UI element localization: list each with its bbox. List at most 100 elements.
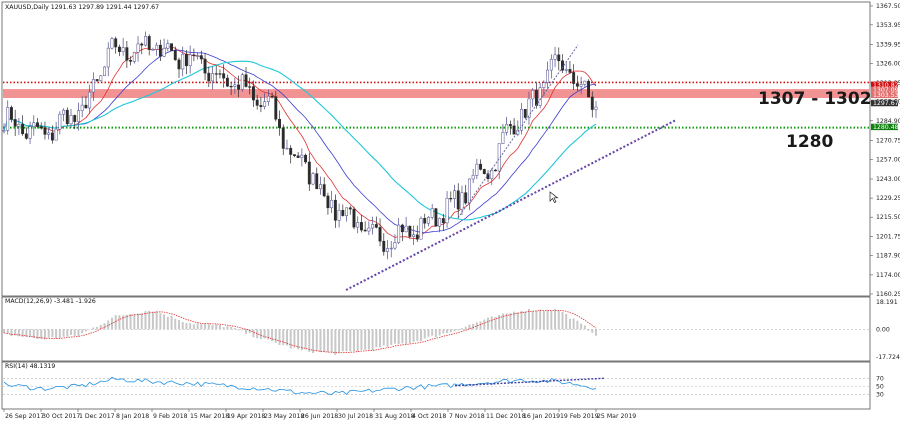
candle-body bbox=[222, 73, 226, 79]
candle-body bbox=[95, 79, 99, 81]
candle-body bbox=[356, 222, 360, 228]
candle-body bbox=[47, 132, 51, 135]
macd-histogram-bar bbox=[326, 329, 329, 353]
macd-histogram-bar bbox=[14, 329, 17, 336]
macd-histogram-bar bbox=[170, 315, 173, 330]
candle-body bbox=[88, 91, 92, 109]
macd-histogram-bar bbox=[21, 329, 24, 338]
macd-tick-label: 18.191 bbox=[876, 299, 898, 306]
candle-body bbox=[319, 184, 322, 190]
macd-histogram-bar bbox=[468, 324, 471, 330]
candle-body bbox=[322, 184, 326, 197]
candle-body bbox=[199, 55, 203, 60]
candle-body bbox=[270, 95, 274, 98]
candle-body bbox=[103, 66, 106, 77]
macd-histogram-bar bbox=[479, 321, 482, 330]
macd-histogram-bar bbox=[215, 324, 218, 330]
candle-body bbox=[501, 132, 505, 144]
macd-histogram-bar bbox=[319, 329, 322, 353]
candle-body bbox=[415, 234, 419, 240]
macd-histogram-bar bbox=[583, 325, 586, 330]
candle-body bbox=[263, 101, 267, 107]
macd-histogram-bar bbox=[531, 311, 534, 330]
candle-body bbox=[203, 58, 207, 74]
price-tick-label: 1270.75 bbox=[876, 137, 900, 144]
candle-body bbox=[453, 190, 456, 199]
macd-histogram-bar bbox=[81, 329, 84, 334]
candle-body bbox=[471, 175, 475, 180]
candle-body bbox=[285, 147, 289, 150]
macd-histogram-bar bbox=[66, 329, 69, 337]
macd-histogram-bar bbox=[233, 327, 236, 330]
candle-body bbox=[564, 69, 568, 71]
macd-indicator bbox=[3, 308, 869, 355]
macd-histogram-bar bbox=[259, 329, 262, 339]
candle-body bbox=[330, 199, 334, 209]
candle-body bbox=[255, 99, 259, 106]
price-tick-label: 1187.90 bbox=[876, 253, 900, 260]
macd-histogram-bar bbox=[442, 329, 445, 334]
macd-histogram-bar bbox=[568, 318, 571, 330]
macd-histogram-bar bbox=[285, 329, 288, 346]
candle-body bbox=[315, 173, 319, 190]
macd-histogram-bar bbox=[17, 329, 20, 337]
candle-body bbox=[300, 154, 304, 158]
macd-histogram-bar bbox=[222, 327, 225, 330]
macd-histogram-bar bbox=[401, 329, 404, 344]
support-level-label: 1280 bbox=[786, 132, 833, 152]
candle-body bbox=[50, 132, 54, 141]
candle-body bbox=[404, 225, 408, 233]
candle-body bbox=[434, 208, 438, 227]
candle-body bbox=[382, 240, 386, 252]
macd-histogram-bar bbox=[166, 316, 169, 330]
macd-histogram-bar bbox=[185, 322, 188, 330]
candle-body bbox=[520, 109, 523, 131]
macd-histogram-bar bbox=[487, 317, 490, 330]
macd-histogram-bar bbox=[565, 313, 568, 330]
candle-body bbox=[192, 54, 196, 56]
candle-body bbox=[9, 107, 13, 120]
candle-body bbox=[494, 169, 497, 172]
candle-body bbox=[73, 115, 77, 122]
date-tick-label: 26 Sep 2017 bbox=[5, 413, 44, 420]
main-uptrend-line bbox=[345, 119, 677, 291]
candles bbox=[2, 31, 598, 260]
candle-body bbox=[155, 44, 159, 50]
macd-histogram-bar bbox=[204, 323, 207, 330]
macd-histogram-bar bbox=[386, 329, 389, 348]
candle-body bbox=[6, 107, 10, 131]
candle-body bbox=[523, 109, 527, 118]
macd-histogram-bar bbox=[151, 311, 154, 330]
macd-histogram-bar bbox=[475, 322, 478, 330]
candle-body bbox=[125, 47, 129, 61]
ma-mid-line bbox=[3, 49, 597, 234]
candle-body bbox=[546, 69, 550, 83]
macd-histogram-bar bbox=[107, 320, 110, 330]
candle-body bbox=[54, 128, 58, 141]
macd-histogram-bar bbox=[245, 329, 248, 334]
candle-body bbox=[516, 129, 520, 135]
candle-body bbox=[482, 169, 486, 175]
candle-body bbox=[464, 192, 468, 204]
macd-histogram-bar bbox=[174, 318, 177, 330]
macd-histogram-bar bbox=[431, 329, 434, 336]
macd-histogram-bar bbox=[312, 329, 315, 354]
candle-body bbox=[378, 227, 382, 242]
macd-histogram-bar bbox=[587, 329, 590, 331]
date-tick-label: 31 Aug 2018 bbox=[375, 413, 415, 420]
candle-body bbox=[449, 197, 453, 200]
candle-body bbox=[237, 84, 241, 90]
candle-body bbox=[542, 82, 546, 88]
candle-body bbox=[397, 224, 401, 243]
candle-body bbox=[240, 74, 244, 90]
macd-histogram-bar bbox=[535, 310, 538, 330]
macd-histogram-bar bbox=[572, 318, 575, 330]
macd-histogram-bar bbox=[490, 316, 493, 330]
candle-body bbox=[24, 133, 28, 139]
candle-body bbox=[400, 224, 404, 233]
macd-histogram-bar bbox=[36, 329, 39, 339]
candle-body bbox=[144, 36, 147, 46]
macd-histogram-bar bbox=[300, 329, 303, 351]
candle-body bbox=[345, 207, 348, 216]
